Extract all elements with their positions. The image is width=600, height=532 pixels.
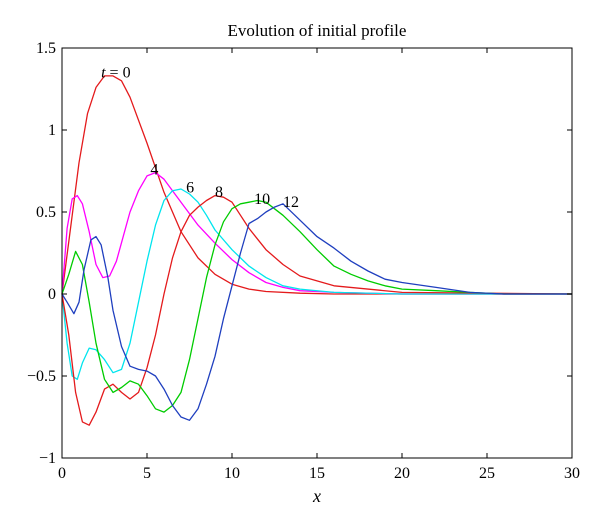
series-line-2 <box>61 188 572 380</box>
curve-labels: t = 0 4 6 8 10 12 <box>101 65 299 212</box>
x-tick-label: 30 <box>564 465 580 482</box>
x-tick-label: 10 <box>224 465 240 482</box>
curve-label: 8 <box>215 184 223 201</box>
series-layer <box>61 75 573 426</box>
series-line-4 <box>61 199 572 413</box>
curve-label: 12 <box>283 194 299 211</box>
series-line-1 <box>61 171 572 295</box>
series-line-5 <box>61 203 572 421</box>
x-tick-label: 25 <box>479 465 495 482</box>
x-tick-label: 5 <box>143 465 151 482</box>
y-tick-label: 0 <box>48 286 56 303</box>
curve-label: 4 <box>150 161 158 178</box>
curve-label: 10 <box>254 191 270 208</box>
x-tick-label: 0 <box>58 465 66 482</box>
y-tick-label: 0.5 <box>36 204 56 221</box>
curve-label: t = 0 <box>101 65 130 82</box>
y-axis: −1 −0.5 0 0.5 1 1.5 <box>27 40 572 467</box>
x-tick-label: 15 <box>309 465 325 482</box>
x-tick-label: 20 <box>394 465 410 482</box>
y-tick-label: −1 <box>39 450 56 467</box>
series-line-3 <box>61 194 573 426</box>
curve-label: 6 <box>186 179 194 196</box>
y-tick-label: 1.5 <box>36 40 56 57</box>
chart-title: Evolution of initial profile <box>228 21 407 40</box>
y-tick-label: 1 <box>48 122 56 139</box>
y-tick-label: −0.5 <box>27 368 56 385</box>
plot-frame <box>61 47 573 459</box>
x-axis-label: x <box>312 486 321 506</box>
x-axis: 0 5 10 15 20 25 30 <box>58 48 580 482</box>
series-line-0 <box>61 75 572 295</box>
